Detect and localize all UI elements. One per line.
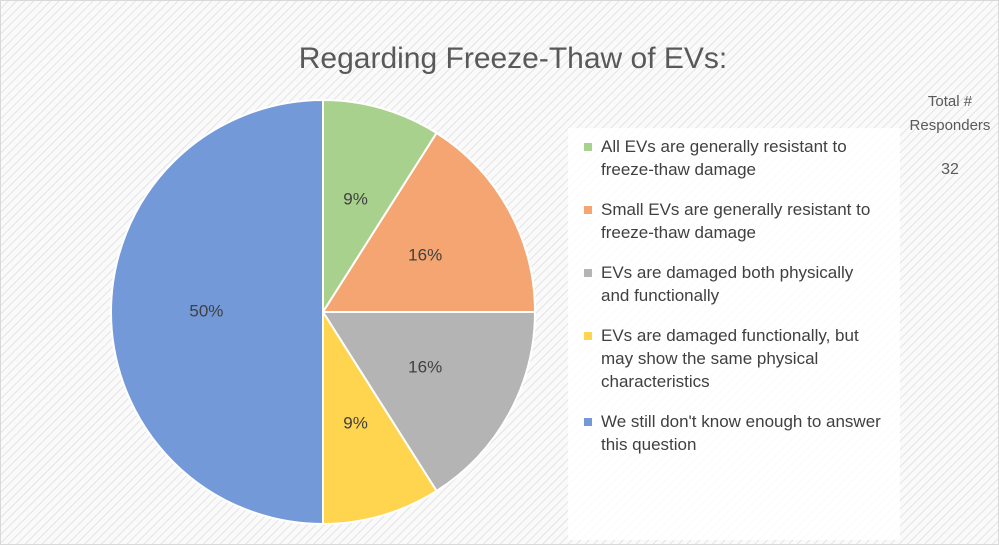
legend-label: We still don't know enough to answer thi…	[601, 412, 881, 454]
data-label: 16%	[408, 245, 442, 264]
data-label: 9%	[343, 413, 368, 432]
legend-entry: All EVs are generally resistant to freez…	[582, 135, 882, 181]
data-label: 50%	[189, 301, 223, 320]
legend-entry: EVs are damaged both physically and func…	[582, 261, 882, 307]
legend-entry: We still don't know enough to answer thi…	[582, 410, 882, 456]
legend-background	[568, 128, 900, 540]
data-label: 9%	[343, 190, 368, 209]
legend-swatch	[584, 206, 592, 214]
pie	[110, 98, 537, 526]
legend-label: EVs are damaged both physically and func…	[601, 263, 854, 305]
pie-slice	[322, 98, 438, 316]
legend-entry: Small EVs are generally resistant to fre…	[582, 198, 882, 244]
pie-slice	[321, 131, 537, 313]
chart-title: Regarding Freeze-Thaw of EVs:	[299, 42, 728, 75]
pie-slice	[322, 308, 438, 526]
legend: All EVs are generally resistant to freez…	[582, 135, 882, 473]
legend-entry: EVs are damaged functionally, but may sh…	[582, 324, 882, 393]
pie-slice	[321, 311, 537, 493]
legend-label: Small EVs are generally resistant to fre…	[601, 200, 871, 242]
total-box: Total # Responders 32	[905, 90, 995, 182]
data-label: 16%	[408, 358, 442, 377]
pie-slice	[110, 98, 324, 526]
legend-swatch	[584, 418, 592, 426]
total-label: Total # Responders	[909, 93, 991, 134]
legend-label: All EVs are generally resistant to freez…	[601, 137, 847, 179]
legend-swatch	[584, 269, 592, 277]
legend-label: EVs are damaged functionally, but may sh…	[601, 326, 859, 391]
legend-swatch	[584, 143, 592, 151]
total-value: 32	[941, 161, 959, 178]
legend-swatch	[584, 332, 592, 340]
